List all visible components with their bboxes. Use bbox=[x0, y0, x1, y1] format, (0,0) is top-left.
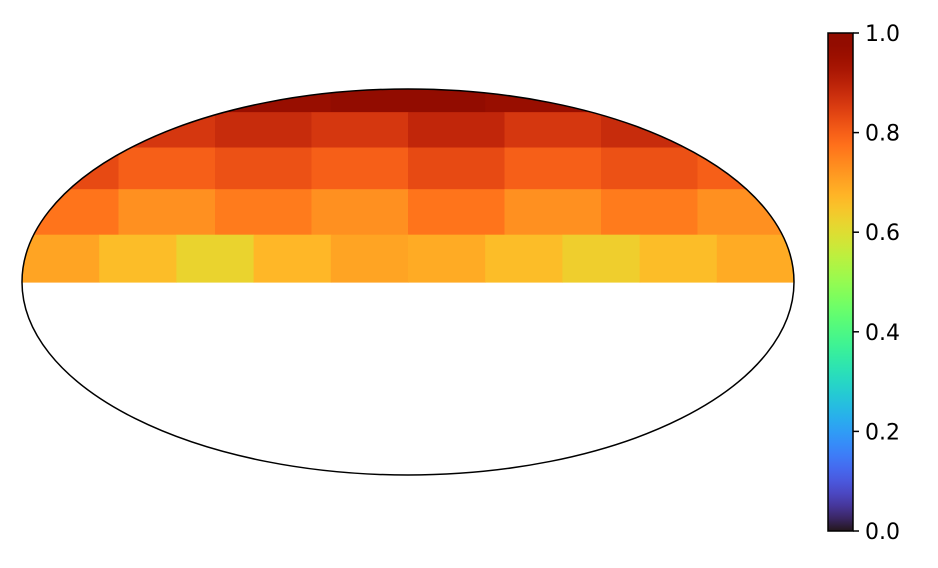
heatmap-cell bbox=[408, 234, 486, 283]
heatmap-cell bbox=[118, 147, 216, 190]
heatmap-cell bbox=[118, 112, 216, 149]
heatmap-cell bbox=[176, 234, 255, 283]
heatmap-cell bbox=[176, 89, 332, 113]
heatmap-cell bbox=[99, 234, 177, 283]
colorbar-tick-label: 0.0 bbox=[865, 520, 900, 545]
heatmap-cell bbox=[601, 189, 699, 236]
heatmap-cell bbox=[215, 147, 313, 190]
heatmap-cell bbox=[485, 89, 641, 113]
heatmap-cell bbox=[22, 89, 177, 113]
heatmap-cell bbox=[639, 89, 794, 113]
heatmap-cell bbox=[601, 112, 699, 149]
heatmap-cell bbox=[639, 234, 718, 283]
heatmap-cell bbox=[504, 147, 602, 190]
colorbar-bar bbox=[827, 32, 854, 532]
heatmap-cell bbox=[311, 147, 409, 190]
heatmap-cell bbox=[22, 112, 120, 149]
heatmap-cell bbox=[697, 189, 794, 236]
colorbar-tick-label: 1.0 bbox=[865, 22, 900, 47]
colorbar-tick-label: 0.4 bbox=[865, 321, 900, 346]
heatmap-cell bbox=[697, 112, 794, 149]
heatmap-cell bbox=[485, 234, 563, 283]
heatmap-cell bbox=[601, 147, 699, 190]
heatmap-cell bbox=[311, 189, 409, 236]
heatmap-cell bbox=[215, 189, 313, 236]
heatmap-cell bbox=[408, 147, 506, 190]
heatmap-cell bbox=[330, 234, 409, 283]
heatmap-cell bbox=[697, 147, 794, 190]
heatmap-cell bbox=[562, 234, 641, 283]
heatmap-cell bbox=[215, 112, 313, 149]
heatmap-cell bbox=[330, 89, 486, 113]
heatmap-cell bbox=[118, 189, 216, 236]
colorbar-tick-label: 0.8 bbox=[865, 122, 900, 147]
heatmap-cell bbox=[311, 112, 409, 149]
map-cells bbox=[22, 89, 794, 283]
heatmap-cell bbox=[504, 189, 602, 236]
heatmap-cell bbox=[22, 234, 100, 283]
heatmap-cell bbox=[504, 112, 602, 149]
heatmap-cell bbox=[408, 112, 506, 149]
heatmap-cell bbox=[22, 147, 120, 190]
colorbar-tick-label: 0.2 bbox=[865, 420, 900, 445]
heatmap-cell bbox=[716, 234, 794, 283]
colorbar: 0.0 0.2 0.4 0.6 0.8 1.0 bbox=[827, 22, 900, 545]
heatmap-cell bbox=[253, 234, 332, 283]
globe-outline bbox=[21, 88, 795, 476]
heatmap-cell bbox=[408, 189, 506, 236]
colorbar-tick-label: 0.6 bbox=[865, 221, 900, 246]
